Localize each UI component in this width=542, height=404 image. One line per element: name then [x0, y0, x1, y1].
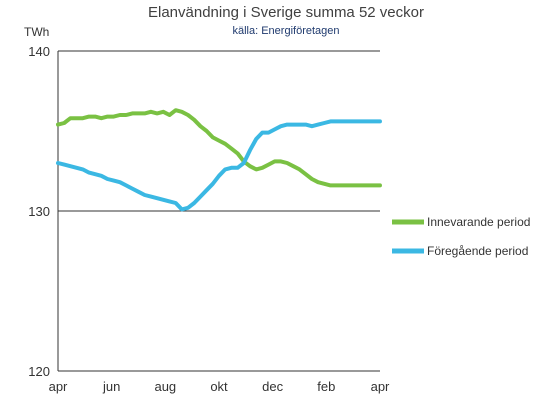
series-line-previous — [56, 119, 382, 212]
legend-label-current: Innevarande period — [427, 215, 530, 229]
y-tick-label: 130 — [28, 204, 50, 219]
chart-subtitle: källa: Energiföretagen — [232, 25, 340, 37]
x-tick-label: jun — [102, 379, 120, 394]
legend-label-previous: Föregående period — [427, 244, 528, 258]
y-tick-label: 120 — [28, 364, 50, 379]
y-tick-label: 140 — [28, 44, 50, 59]
series-line-current — [56, 108, 382, 188]
x-tick-label: apr — [371, 379, 390, 394]
x-tick-label: apr — [49, 379, 68, 394]
x-tick-label: dec — [262, 379, 283, 394]
y-axis-label: TWh — [24, 25, 49, 39]
chart-title: Elanvändning i Sverige summa 52 veckor — [148, 4, 424, 21]
x-tick-label: aug — [154, 379, 176, 394]
x-tick-label: okt — [210, 379, 228, 394]
x-tick-label: feb — [317, 379, 335, 394]
